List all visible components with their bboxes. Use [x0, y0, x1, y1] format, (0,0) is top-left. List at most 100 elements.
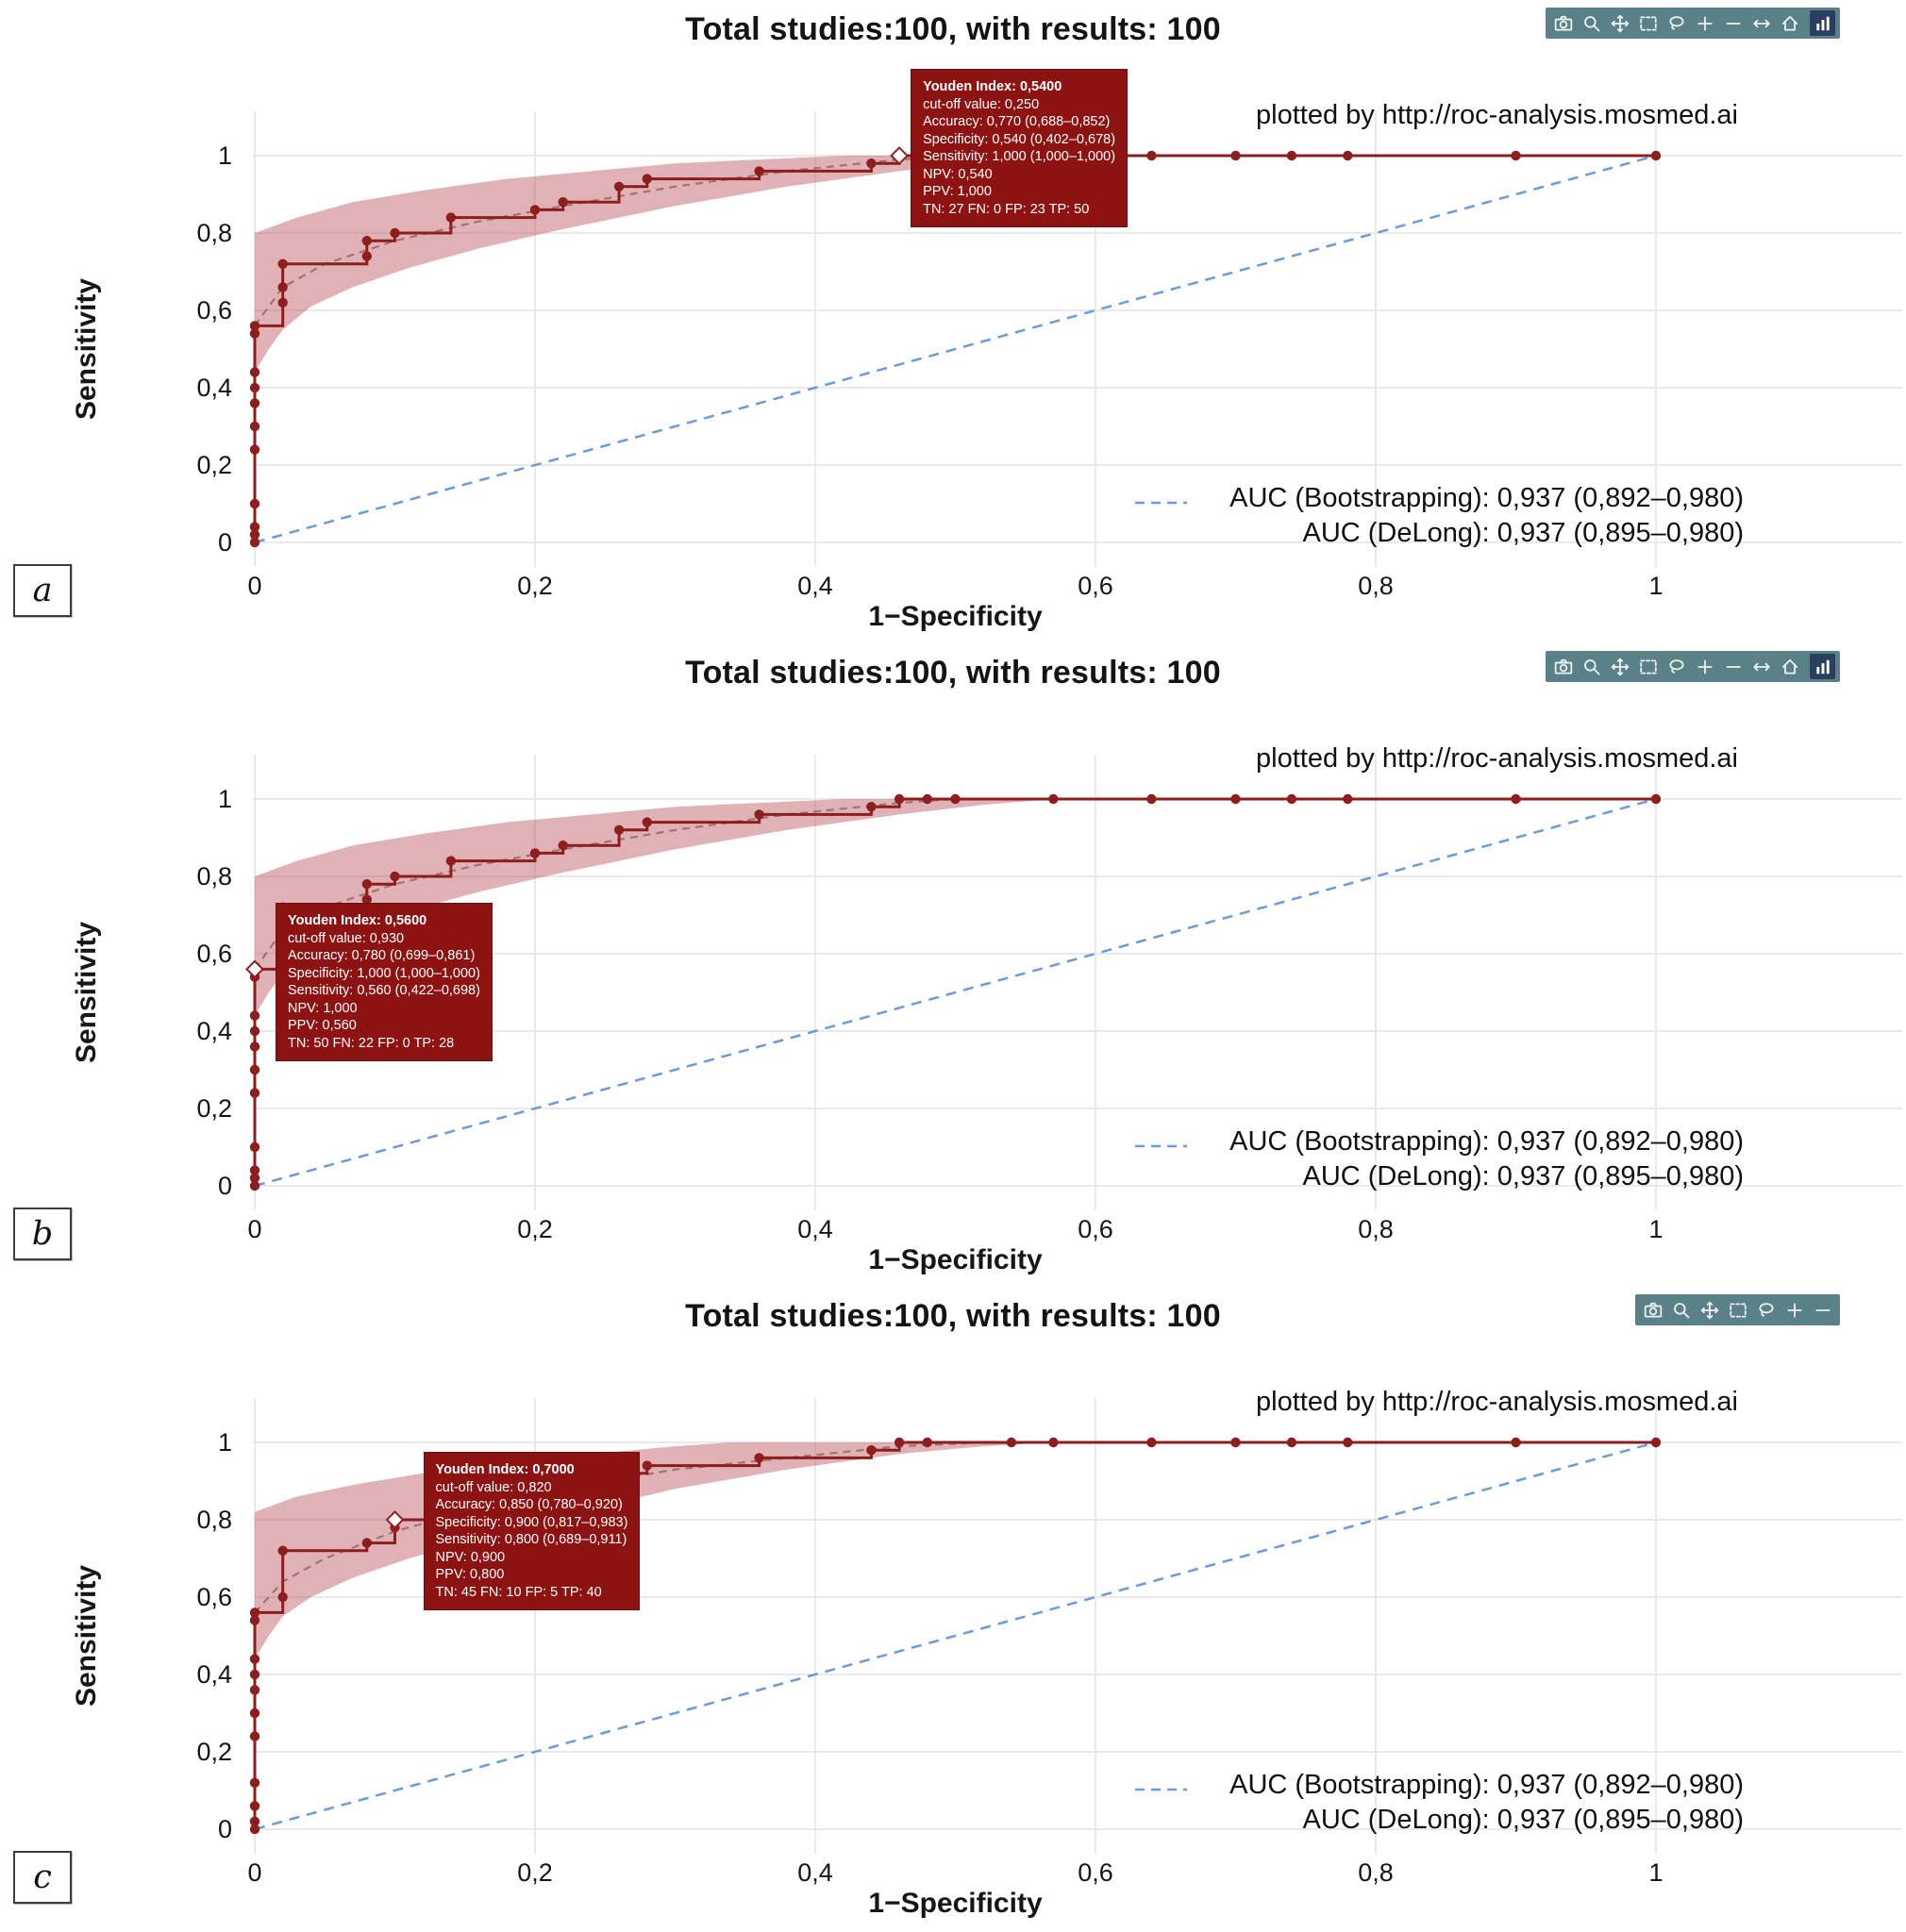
lasso-icon[interactable]: [1664, 654, 1689, 679]
zoom-icon[interactable]: [1668, 1297, 1694, 1323]
plotted-by-annotation: plotted by http://roc-analysis.mosmed.ai: [1256, 743, 1738, 774]
lasso-icon[interactable]: [1753, 1297, 1779, 1323]
zoom-out-icon[interactable]: [1720, 10, 1746, 36]
svg-text:0,8: 0,8: [1358, 572, 1394, 600]
tooltip-line: Accuracy: 0,770 (0,688–0,852): [923, 114, 1111, 129]
svg-text:0,6: 0,6: [1078, 1215, 1113, 1243]
roc-panel-b: 0 0,2 0,4 0,6 0,8 1 0 0,2 0,4 0,6 0,8 1 Total studi…: [0, 643, 1906, 1287]
box-select-icon[interactable]: [1635, 654, 1661, 679]
svg-text:1: 1: [218, 142, 232, 170]
zoom-in-icon[interactable]: [1692, 654, 1717, 679]
zoom-icon[interactable]: [1579, 654, 1604, 679]
svg-text:0,2: 0,2: [517, 1858, 553, 1887]
tooltip-line: TN: 27 FN: 0 FP: 23 TP: 50: [923, 201, 1090, 217]
svg-text:0,4: 0,4: [196, 374, 232, 402]
svg-text:1: 1: [218, 785, 232, 813]
svg-text:0,2: 0,2: [196, 1094, 232, 1123]
roc-chart-svg[interactable]: 0 0,2 0,4 0,6 0,8 1 0 0,2 0,4 0,6 0,8 1: [0, 0, 1906, 643]
auc-bootstrapping-text: AUC (Bootstrapping): 0,937 (0,892–0,980): [1229, 483, 1744, 513]
tooltip-line: Youden Index: 0,7000: [435, 1462, 575, 1477]
x-axis-label: 1−Specificity: [868, 601, 1043, 632]
roc-chart-svg[interactable]: 0 0,2 0,4 0,6 0,8 1 0 0,2 0,4 0,6 0,8 1: [0, 643, 1906, 1287]
zoom-in-icon[interactable]: [1692, 10, 1717, 36]
auc-delong-text: AUC (DeLong): 0,937 (0,895–0,980): [1302, 1161, 1744, 1191]
zoom-out-icon[interactable]: [1810, 1297, 1835, 1323]
auc-delong-text: AUC (DeLong): 0,937 (0,895–0,980): [1302, 518, 1744, 548]
svg-text:0,8: 0,8: [196, 1506, 232, 1534]
svg-text:0,4: 0,4: [196, 1660, 232, 1689]
camera-icon[interactable]: [1640, 1297, 1665, 1323]
auc-bootstrapping-text: AUC (Bootstrapping): 0,937 (0,892–0,980): [1229, 1770, 1744, 1800]
tooltip-line: Specificity: 0,900 (0,817–0,983): [435, 1514, 628, 1530]
svg-text:0,2: 0,2: [196, 1738, 232, 1766]
plotly-logo-icon[interactable]: [1810, 10, 1835, 36]
roc-plot-area[interactable]: 0 0,2 0,4 0,6 0,8 1 0 0,2 0,4 0,6 0,8 1: [0, 643, 1906, 1287]
plotly-logo-icon[interactable]: [1810, 654, 1835, 679]
svg-text:0,8: 0,8: [1358, 1858, 1394, 1887]
auc-delong-text: AUC (DeLong): 0,937 (0,895–0,980): [1302, 1805, 1744, 1835]
svg-text:0: 0: [218, 1815, 232, 1843]
camera-icon[interactable]: [1550, 10, 1576, 36]
roc-plot-area[interactable]: 0 0,2 0,4 0,6 0,8 1 0 0,2 0,4 0,6 0,8 1: [0, 0, 1906, 643]
tooltip-line: Specificity: 1,000 (1,000–1,000): [288, 965, 480, 981]
autoscale-icon[interactable]: [1748, 654, 1774, 679]
plotted-by-annotation: plotted by http://roc-analysis.mosmed.ai: [1256, 100, 1738, 130]
roc-panel-c: 0 0,2 0,4 0,6 0,8 1 0 0,2 0,4 0,6 0,8 1 Total studi…: [0, 1287, 1906, 1932]
svg-text:0,8: 0,8: [1358, 1215, 1394, 1243]
auc-annotations: AUC (Bootstrapping): 0,937 (0,892–0,980)…: [1229, 1124, 1744, 1194]
tooltip-line: cut-off value: 0,930: [288, 930, 405, 946]
home-icon[interactable]: [1777, 10, 1802, 36]
plotly-modebar: [1546, 8, 1840, 39]
lasso-icon[interactable]: [1664, 10, 1689, 36]
panel-title: Total studies:100, with results: 100: [685, 1298, 1221, 1334]
pan-icon[interactable]: [1607, 654, 1632, 679]
tooltip-line: PPV: 0,800: [435, 1567, 505, 1582]
svg-text:0,8: 0,8: [196, 862, 232, 891]
tooltip-line: cut-off value: 0,820: [435, 1479, 552, 1495]
hover-tooltip: Youden Index: 0,7000 cut-off value: 0,820…: [423, 1452, 641, 1610]
home-icon[interactable]: [1777, 654, 1802, 679]
y-axis-label: Sensitivity: [71, 1564, 102, 1707]
tooltip-line: Specificity: 0,540 (0,402–0,678): [923, 131, 1116, 147]
panel-label-b: b: [13, 1208, 72, 1260]
panel-label-c: c: [13, 1851, 72, 1904]
svg-text:0: 0: [247, 572, 261, 600]
tooltip-line: NPV: 0,900: [435, 1549, 506, 1565]
pan-icon[interactable]: [1697, 1297, 1722, 1323]
svg-text:0,6: 0,6: [196, 296, 232, 325]
zoom-in-icon[interactable]: [1781, 1297, 1807, 1323]
tooltip-line: Youden Index: 0,5400: [923, 79, 1062, 94]
panel-title: Total studies:100, with results: 100: [685, 655, 1221, 691]
camera-icon[interactable]: [1550, 654, 1576, 679]
hover-tooltip: Youden Index: 0,5600 cut-off value: 0,930…: [276, 903, 493, 1062]
svg-text:0,6: 0,6: [1078, 572, 1113, 600]
box-select-icon[interactable]: [1725, 1297, 1750, 1323]
plotted-by-annotation: plotted by http://roc-analysis.mosmed.ai: [1256, 1387, 1738, 1417]
y-axis-label: Sensitivity: [71, 277, 102, 421]
panel-title: Total studies:100, with results: 100: [685, 11, 1221, 47]
svg-text:0,8: 0,8: [196, 219, 232, 247]
tooltip-line: Accuracy: 0,780 (0,699–0,861): [288, 948, 476, 964]
tooltip-line: cut-off value: 0,250: [923, 96, 1040, 112]
tooltip-line: Sensitivity: 0,800 (0,689–0,911): [435, 1532, 627, 1547]
y-axis-label: Sensitivity: [71, 921, 102, 1064]
tooltip-line: Accuracy: 0,850 (0,780–0,920): [435, 1497, 623, 1512]
svg-text:1: 1: [1648, 1858, 1663, 1887]
autoscale-icon[interactable]: [1748, 10, 1774, 36]
box-select-icon[interactable]: [1635, 10, 1661, 36]
zoom-icon[interactable]: [1579, 10, 1604, 36]
pan-icon[interactable]: [1607, 10, 1632, 36]
panel-label-a: a: [13, 564, 72, 617]
tooltip-line: NPV: 0,540: [923, 166, 993, 182]
tooltip-line: Youden Index: 0,5600: [288, 913, 427, 929]
svg-text:0: 0: [247, 1858, 261, 1887]
tooltip-line: Sensitivity: 0,560 (0,422–0,698): [288, 983, 480, 999]
svg-text:0,4: 0,4: [797, 1215, 833, 1243]
tooltip-line: PPV: 1,000: [923, 184, 992, 199]
svg-text:0,2: 0,2: [196, 451, 232, 479]
tooltip-line: PPV: 0,560: [288, 1018, 357, 1034]
svg-text:0,6: 0,6: [1078, 1858, 1113, 1887]
zoom-out-icon[interactable]: [1720, 654, 1746, 679]
auc-annotations: AUC (Bootstrapping): 0,937 (0,892–0,980)…: [1229, 481, 1744, 551]
x-axis-label: 1−Specificity: [868, 1244, 1043, 1275]
